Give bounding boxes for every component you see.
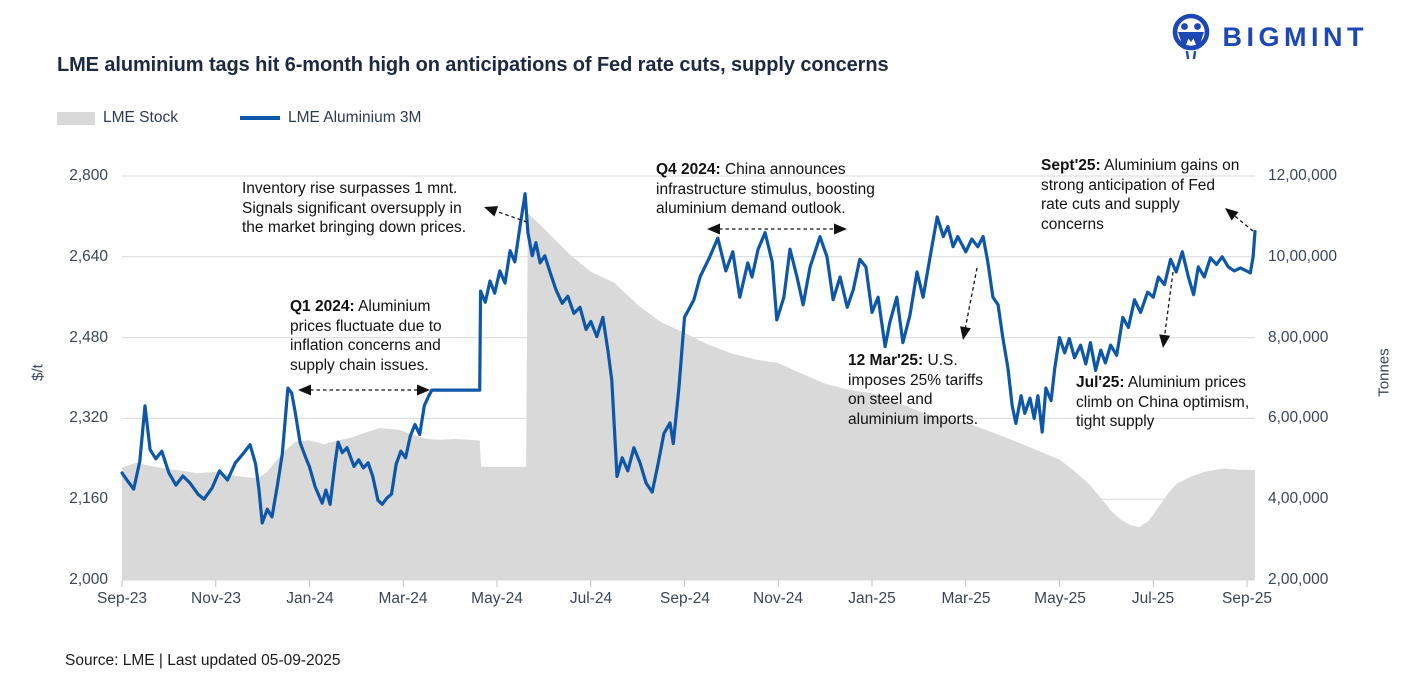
annotation-text: Aluminium gains on strong anticipation o… bbox=[1041, 157, 1240, 233]
y-axis-title-right: Tonnes bbox=[1375, 348, 1393, 397]
x-tick: Jul-25 bbox=[1131, 590, 1175, 607]
x-tick: May-24 bbox=[471, 590, 523, 607]
x-tick: Nov-23 bbox=[191, 590, 241, 607]
bigmint-logo-icon bbox=[1172, 13, 1209, 60]
y-right-tick: 8,00,000 bbox=[1268, 329, 1329, 346]
y-right-tick: 12,00,000 bbox=[1268, 167, 1337, 184]
y-left-tick: 2,640 bbox=[69, 248, 108, 265]
annotation-text: Aluminium prices climb on China optimism… bbox=[1076, 374, 1250, 431]
annotation-jul-25: Jul'25: Aluminium prices climb on China … bbox=[1076, 373, 1270, 432]
y-left-tick: 2,160 bbox=[69, 490, 108, 507]
annotation-inventory-rise: Inventory rise surpasses 1 mnt. Signals … bbox=[242, 179, 482, 238]
x-tick: Sep-25 bbox=[1222, 590, 1272, 607]
annotation-q4-2024: Q4 2024: China announces infrastructure … bbox=[656, 160, 906, 219]
x-tick: Jan-25 bbox=[848, 590, 896, 607]
annotation-lead: Q4 2024: bbox=[656, 161, 721, 178]
y-left-tick: 2,320 bbox=[69, 409, 108, 426]
annotation-lead: Jul'25: bbox=[1076, 374, 1125, 391]
annotation-text: Aluminium prices fluctuate due to inflat… bbox=[290, 298, 442, 374]
bigmint-logo: BIGMINT bbox=[1168, 12, 1369, 62]
y-right-tick: 4,00,000 bbox=[1268, 490, 1329, 507]
x-tick: Mar-24 bbox=[378, 590, 428, 607]
annotation-sept-25: Sept'25: Aluminium gains on strong antic… bbox=[1041, 156, 1243, 234]
annotation-q1-2024: Q1 2024: Aluminium prices fluctuate due … bbox=[290, 297, 464, 375]
page-title: LME aluminium tags hit 6-month high on a… bbox=[57, 54, 889, 76]
legend-item-lme-stock: LME Stock bbox=[57, 109, 178, 127]
y-right-tick: 6,00,000 bbox=[1268, 409, 1329, 426]
annotation-text: Inventory rise surpasses 1 mnt. Signals … bbox=[242, 180, 467, 237]
x-tick: Sep-23 bbox=[97, 590, 147, 607]
logo-text: BIGMINT bbox=[1222, 21, 1368, 52]
line-swatch-icon bbox=[239, 116, 280, 120]
legend-label: LME Stock bbox=[103, 109, 178, 126]
y-right-tick: 10,00,000 bbox=[1268, 248, 1337, 265]
x-tick: Mar-25 bbox=[941, 590, 991, 607]
annotation-12-mar-25: 12 Mar'25: U.S. imposes 25% tariffs on s… bbox=[848, 351, 1002, 429]
y-left-tick: 2,800 bbox=[69, 167, 108, 184]
x-tick: May-25 bbox=[1034, 590, 1086, 607]
x-tick: Jul-24 bbox=[569, 590, 613, 607]
area-swatch-icon bbox=[57, 111, 95, 125]
annotation-text: China announces infrastructure stimulus,… bbox=[656, 161, 875, 218]
legend-label: LME Aluminium 3M bbox=[287, 109, 422, 126]
legend-item-lme-aluminium-3m: LME Aluminium 3M bbox=[239, 109, 422, 127]
annotation-lead: 12 Mar'25: bbox=[848, 352, 924, 369]
annotation-lead: Q1 2024: bbox=[290, 298, 355, 315]
y-right-tick: 2,00,000 bbox=[1268, 571, 1329, 588]
x-tick: Nov-24 bbox=[753, 590, 803, 607]
source-note: Source: LME | Last updated 05-09-2025 bbox=[65, 652, 341, 669]
chart-legend: LME Stock LME Aluminium 3M bbox=[57, 109, 421, 127]
y-left-tick: 2,480 bbox=[69, 329, 108, 346]
y-axis-title-left: $/t bbox=[29, 364, 47, 381]
annotation-text: U.S. imposes 25% tariffs on steel and al… bbox=[848, 352, 983, 428]
x-tick: Sep-24 bbox=[660, 590, 710, 607]
x-tick: Jan-24 bbox=[286, 590, 334, 607]
y-left-tick: 2,000 bbox=[69, 571, 108, 588]
annotation-lead: Sept'25: bbox=[1041, 157, 1101, 174]
